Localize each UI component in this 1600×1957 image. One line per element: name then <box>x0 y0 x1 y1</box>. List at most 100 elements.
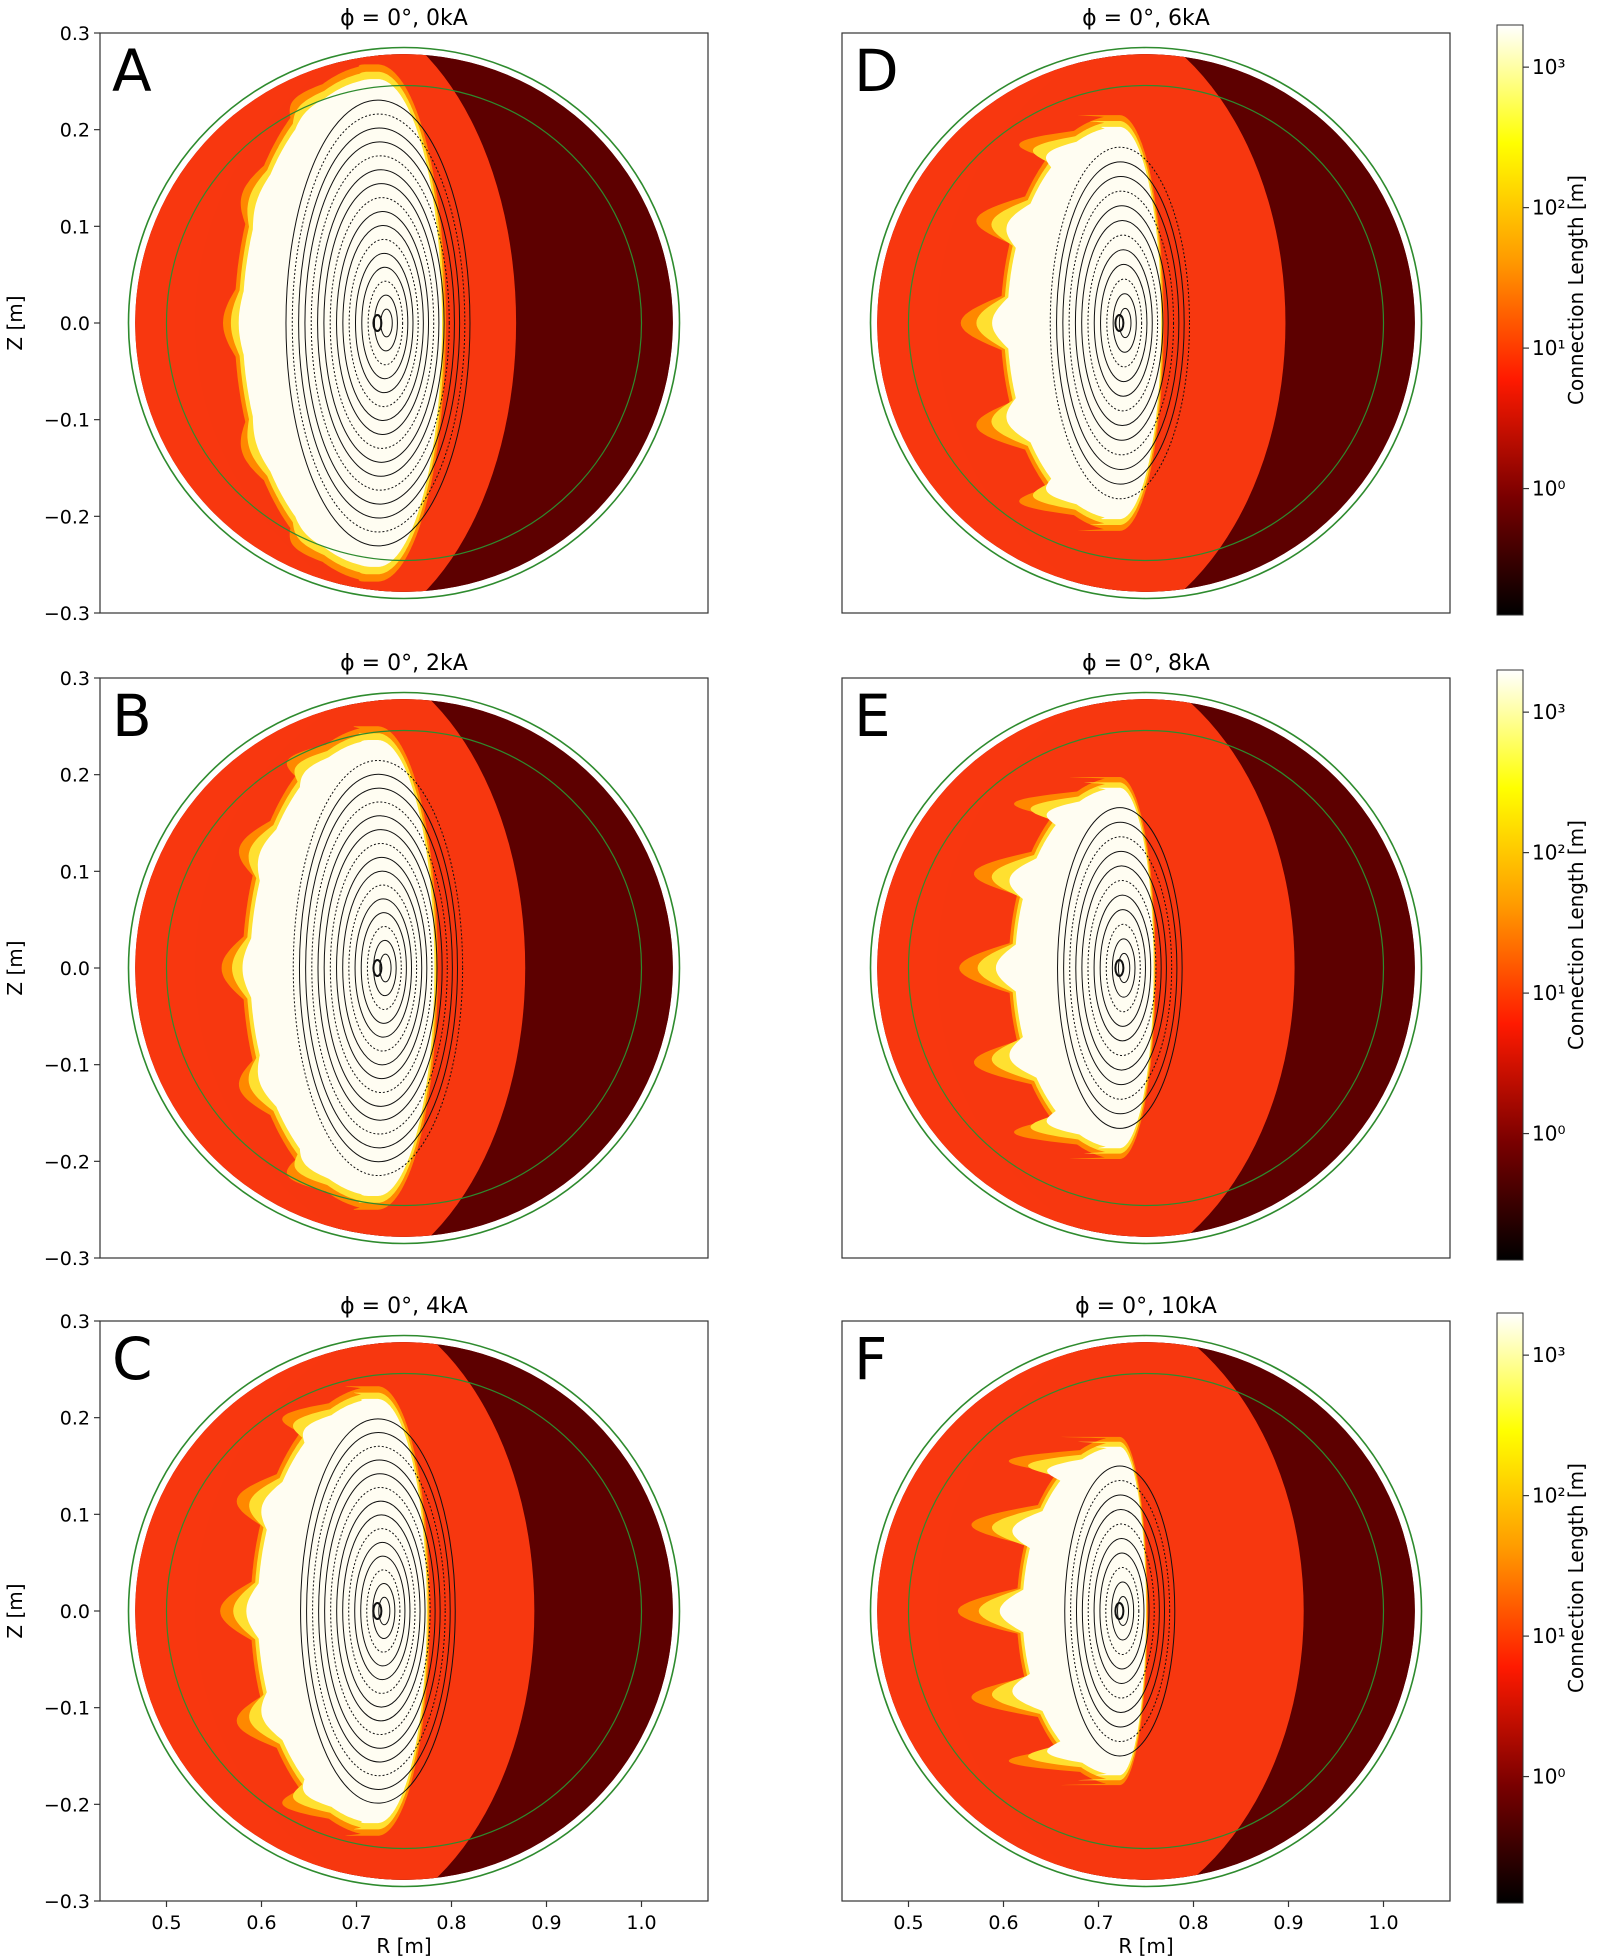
y-tick-label: −0.2 <box>44 506 90 528</box>
flux-surface <box>323 829 438 1107</box>
y-tick-label: −0.1 <box>44 1055 90 1077</box>
y-tick-label: 0.3 <box>60 23 90 45</box>
flux-surface <box>300 1418 456 1804</box>
x-axis-label: R [m] <box>376 1934 431 1957</box>
panel-letter: C <box>112 1325 153 1393</box>
flux-surface <box>1106 278 1143 368</box>
colorbar: 10⁰ 10¹ 10² 10³ Connection Length [m] <box>1496 24 1588 616</box>
limiter-ring <box>165 729 643 1207</box>
flux-surface <box>298 127 461 519</box>
vessel-wall <box>869 691 1423 1245</box>
flux-surface <box>310 155 450 491</box>
y-tick-label: 0.2 <box>60 765 90 787</box>
colorbar-tick-label: 10² <box>1532 196 1565 220</box>
panel-title: ϕ = 0°, 8kA <box>1082 651 1210 676</box>
magnetic-axis <box>372 1602 383 1620</box>
colorbar-tick-label: 10⁰ <box>1532 1765 1565 1789</box>
x-tick-label: 0.8 <box>1178 1912 1208 1934</box>
limiter-ring <box>907 1372 1385 1850</box>
x-tick-label: 0.5 <box>151 1912 181 1934</box>
flux-surface <box>361 266 409 380</box>
colorbar-tick-label: 10² <box>1532 1484 1565 1508</box>
flux-surface <box>311 801 448 1135</box>
flux-surface <box>1062 176 1180 470</box>
x-tick-label: 1.0 <box>626 1912 656 1934</box>
flux-surface <box>1081 865 1162 1071</box>
y-tick-label: 0.1 <box>60 216 90 238</box>
confined-core <box>995 787 1154 1149</box>
y-tick-label: −0.3 <box>44 1891 90 1913</box>
x-tick-label: 0.9 <box>531 1912 561 1934</box>
y-tick-label: 0.1 <box>60 1504 90 1526</box>
magnetic-axis <box>372 959 383 977</box>
flux-surface <box>1063 821 1178 1115</box>
flux-surface <box>1099 909 1146 1027</box>
flux-surface <box>330 1486 431 1736</box>
flux-surface <box>348 1528 416 1694</box>
y-tick-label: −0.2 <box>44 1794 90 1816</box>
flux-surface <box>323 183 440 463</box>
panel-D: ϕ = 0°, 6kA D 10⁰ 10¹ 10² 10³ Connection Lengt… <box>841 6 1588 616</box>
colorbar-tick-label: 10¹ <box>1532 336 1565 360</box>
y-tick-label: −0.1 <box>44 410 90 432</box>
y-tick-label: 0.3 <box>60 668 90 690</box>
panel-B: ϕ = 0°, 2kA B 0.3 0.2 0.1 0.0 −0.1 −0.2 −0.3 Z [m… <box>3 651 709 1270</box>
confined-core <box>999 1446 1146 1776</box>
vessel-wall <box>127 691 681 1245</box>
flux-surface <box>348 238 419 408</box>
flux-surface <box>342 1514 421 1708</box>
flux-surface <box>1111 1581 1135 1641</box>
magnetic-axis <box>1114 959 1125 977</box>
y-tick-label: 0.1 <box>60 861 90 883</box>
x-tick-label: 1.0 <box>1368 1912 1398 1934</box>
confined-core <box>242 740 435 1196</box>
magnetic-axis <box>1114 1602 1125 1620</box>
y-tick-label: 0.0 <box>60 958 90 980</box>
vessel-wall <box>869 46 1423 600</box>
flux-surface <box>292 759 464 1177</box>
flux-surface <box>360 1555 406 1667</box>
y-tick-label: 0.0 <box>60 1601 90 1623</box>
flux-surface <box>1111 938 1136 998</box>
colorbar: 10⁰ 10¹ 10² 10³ Connection Length [m] <box>1496 1312 1588 1904</box>
flux-surface <box>1081 219 1164 427</box>
flux-surface <box>354 252 414 394</box>
panel-C: ϕ = 0°, 4kA C 0.3 0.2 0.1 0.0 −0.1 −0.2 −0.3 Z [m… <box>3 1294 709 1957</box>
x-axis-label: R [m] <box>1118 1934 1173 1957</box>
flux-surface <box>1070 1480 1171 1742</box>
flux-surface <box>312 1445 446 1777</box>
flux-surface <box>1100 263 1148 383</box>
flux-surface <box>305 787 453 1149</box>
flux-surface <box>1112 293 1137 353</box>
flux-surface <box>318 1459 441 1763</box>
flux-surface <box>342 224 424 422</box>
vessel-wall <box>127 46 681 600</box>
flux-surface <box>1074 205 1169 441</box>
colorbar-label: Connection Length [m] <box>1564 820 1588 1050</box>
panel-letter: E <box>854 682 891 750</box>
colorbar-gradient <box>1496 24 1524 616</box>
magnetic-axis <box>372 314 383 332</box>
colorbar-gradient <box>1496 669 1524 1261</box>
flux-surface <box>1087 1523 1155 1699</box>
flux-surface <box>1075 850 1167 1086</box>
colorbar-tick-label: 10⁰ <box>1532 477 1565 501</box>
flux-surface <box>298 773 458 1163</box>
flux-surface <box>1093 249 1153 397</box>
flux-surface <box>1064 1465 1176 1757</box>
colorbar-tick-label: 10³ <box>1532 55 1565 79</box>
limiter-ring <box>165 84 643 562</box>
panel-letter: B <box>112 682 152 750</box>
flux-surface <box>342 870 423 1066</box>
connection-length-map <box>135 54 673 592</box>
colorbar-tick-label: 10³ <box>1532 700 1565 724</box>
confined-core <box>238 79 442 567</box>
flux-surface <box>373 294 398 352</box>
flux-surface <box>306 1432 451 1790</box>
flux-surface <box>1105 923 1141 1013</box>
panel-title: ϕ = 0°, 2kA <box>340 651 468 676</box>
panel-E: ϕ = 0°, 8kA E 10⁰ 10¹ 10² 10³ Connection Lengt… <box>841 651 1588 1261</box>
limiter-ring <box>907 84 1385 562</box>
